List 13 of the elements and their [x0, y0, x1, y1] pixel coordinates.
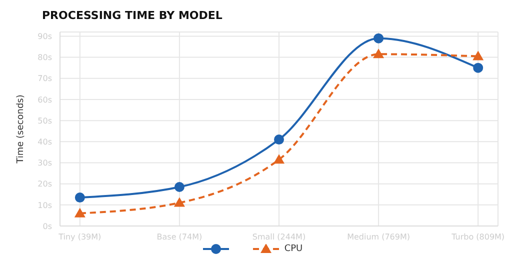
y-axis-title: Time (seconds) — [16, 94, 26, 164]
point — [274, 134, 284, 145]
legend-label: CPU — [284, 244, 303, 254]
point — [373, 48, 384, 58]
point — [174, 182, 184, 192]
chart-title: PROCESSING TIME BY MODEL — [42, 9, 222, 22]
point — [74, 192, 85, 203]
point — [374, 33, 384, 44]
point — [274, 154, 284, 164]
point — [174, 197, 185, 207]
point — [472, 50, 484, 60]
point — [74, 208, 86, 218]
point — [473, 62, 484, 73]
